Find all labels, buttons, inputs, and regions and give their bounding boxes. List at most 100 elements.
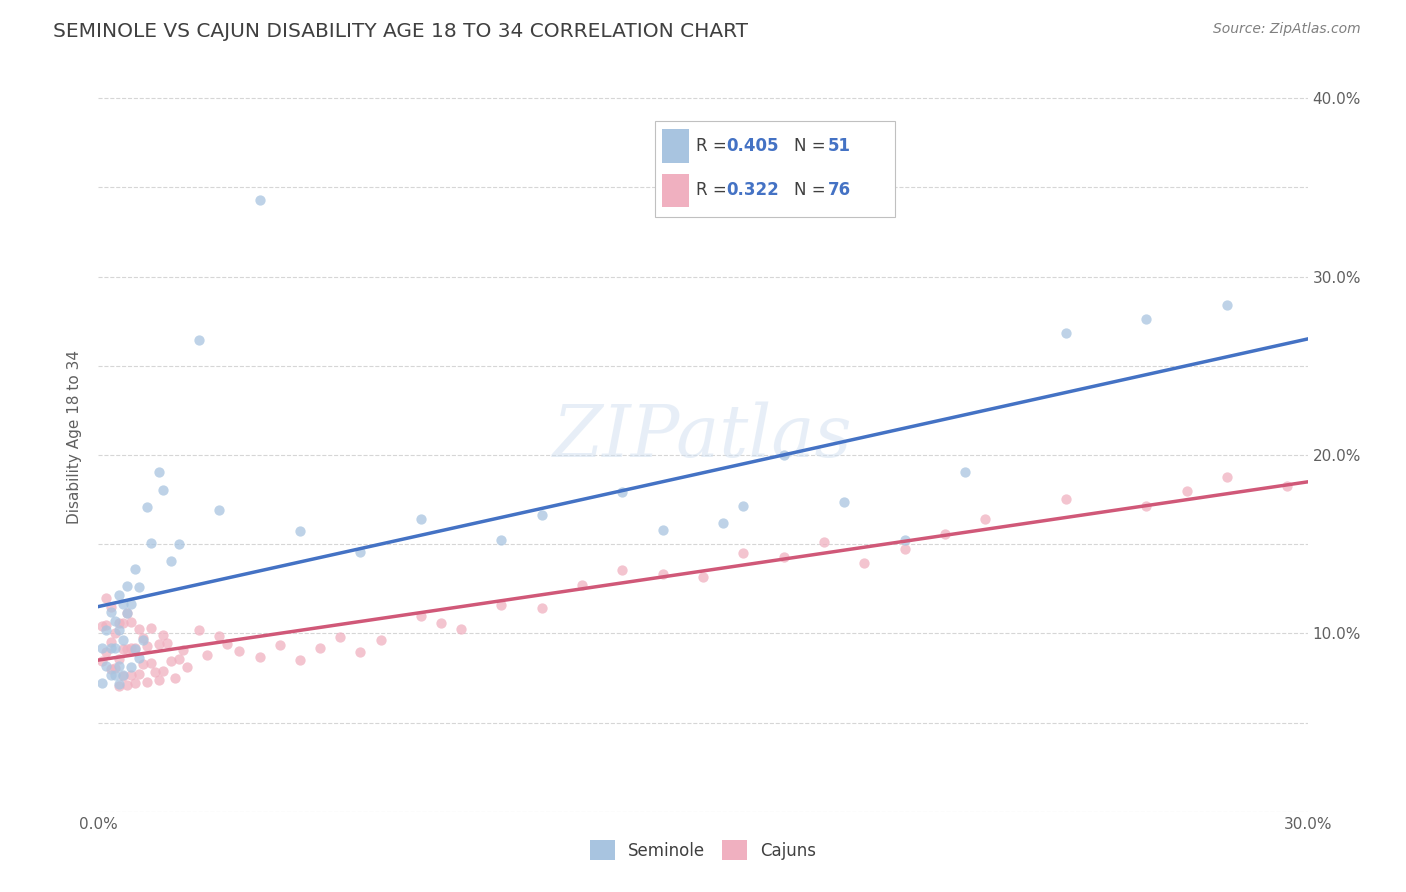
Point — [100, 667, 122, 681]
Point — [124, 562, 146, 576]
Point — [120, 641, 142, 656]
Point — [96, 591, 118, 606]
Point — [139, 657, 162, 671]
Point — [111, 615, 134, 630]
Point — [132, 633, 155, 648]
Point — [172, 643, 194, 657]
Point — [135, 639, 157, 653]
Point — [195, 648, 218, 663]
Legend: Seminole, Cajuns: Seminole, Cajuns — [583, 833, 823, 867]
Point — [176, 660, 198, 674]
Point — [148, 673, 170, 687]
Point — [115, 579, 138, 593]
Point — [111, 669, 134, 683]
Point — [132, 631, 155, 645]
Point — [409, 609, 432, 624]
Bar — [662, 129, 689, 163]
Point — [249, 193, 271, 207]
Point — [103, 661, 125, 675]
Text: N =: N = — [794, 181, 831, 199]
Point — [91, 618, 114, 632]
Point — [1175, 484, 1198, 499]
Text: R =: R = — [696, 181, 733, 199]
Point — [152, 483, 174, 497]
Point — [100, 605, 122, 619]
Point — [120, 659, 142, 673]
Point — [733, 546, 755, 560]
Point — [115, 677, 138, 691]
Point — [100, 635, 122, 649]
Point — [91, 654, 114, 668]
Point — [107, 624, 129, 638]
Point — [953, 465, 976, 479]
Text: 76: 76 — [828, 181, 851, 199]
Point — [148, 465, 170, 479]
Point — [96, 645, 118, 659]
Point — [103, 668, 125, 682]
Text: N =: N = — [794, 136, 831, 155]
Point — [111, 632, 134, 647]
Point — [530, 508, 553, 523]
Point — [139, 535, 162, 549]
Point — [349, 645, 371, 659]
Point — [107, 677, 129, 691]
Point — [1054, 492, 1077, 507]
FancyBboxPatch shape — [655, 120, 896, 217]
Point — [893, 541, 915, 556]
Point — [107, 588, 129, 602]
Point — [188, 333, 211, 347]
Point — [974, 512, 997, 526]
Point — [1216, 298, 1239, 312]
Point — [100, 662, 122, 676]
Point — [160, 554, 183, 568]
Point — [128, 623, 150, 637]
Point — [132, 657, 155, 672]
Point — [733, 500, 755, 514]
Text: 0.405: 0.405 — [725, 136, 779, 155]
Point — [1054, 326, 1077, 341]
Point — [96, 658, 118, 673]
Point — [107, 616, 129, 631]
Point — [228, 644, 250, 658]
Point — [152, 664, 174, 678]
Point — [309, 641, 332, 656]
Point — [370, 632, 392, 647]
Point — [103, 615, 125, 629]
Point — [934, 527, 956, 541]
Point — [107, 679, 129, 693]
Point — [124, 676, 146, 690]
Point — [111, 642, 134, 657]
Point — [208, 629, 231, 643]
Point — [853, 556, 876, 570]
Point — [91, 640, 114, 655]
Point — [160, 653, 183, 667]
Point — [612, 563, 634, 577]
Text: 51: 51 — [828, 136, 851, 155]
Point — [103, 625, 125, 640]
Point — [128, 667, 150, 681]
Text: R =: R = — [696, 136, 733, 155]
Point — [156, 636, 179, 650]
Point — [143, 665, 166, 679]
Point — [1135, 312, 1157, 326]
Text: ZIPatlas: ZIPatlas — [553, 401, 853, 473]
Point — [217, 637, 239, 651]
Point — [1135, 499, 1157, 513]
Point — [111, 597, 134, 611]
Point — [100, 599, 122, 614]
Point — [772, 448, 794, 462]
Point — [288, 653, 311, 667]
Point — [651, 523, 673, 537]
Point — [491, 598, 513, 612]
Point — [491, 533, 513, 548]
Point — [124, 642, 146, 657]
Bar — [662, 174, 689, 207]
Point — [612, 485, 634, 500]
Point — [96, 623, 118, 637]
Point — [249, 650, 271, 665]
Point — [96, 618, 118, 632]
Point — [148, 637, 170, 651]
Point — [692, 570, 714, 584]
Point — [167, 652, 190, 666]
Point — [288, 524, 311, 539]
